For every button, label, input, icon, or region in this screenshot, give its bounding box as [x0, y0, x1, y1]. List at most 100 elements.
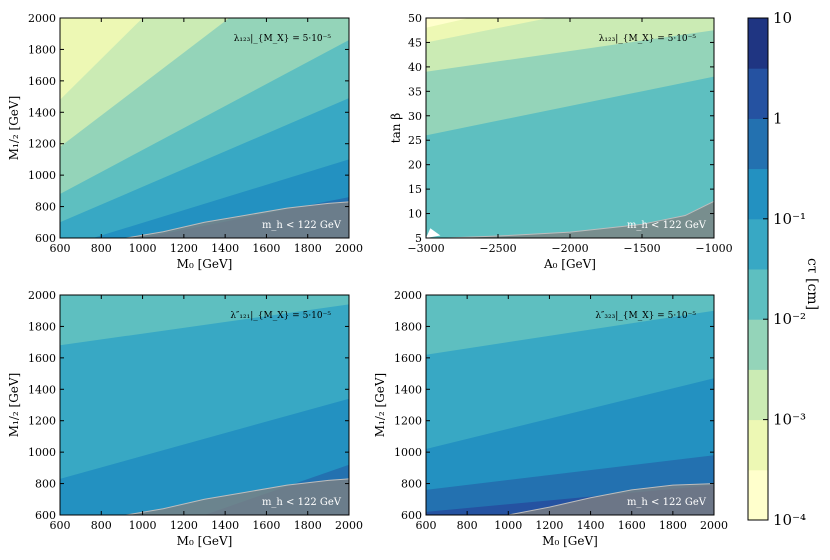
colorbar-segment-1: [748, 419, 768, 471]
y-tick-label: 1400: [28, 383, 56, 396]
colorbar-label: cτ [cm]: [804, 258, 820, 310]
x-tick-label: 800: [91, 242, 112, 255]
colorbar-tick-label: 10: [773, 9, 792, 27]
x-tick-label: 1600: [252, 242, 280, 255]
x-tick-label: 1800: [659, 519, 687, 532]
panel-lambda121pp_M0_M12: 600 800 1000 1200 1400 1600 1800 2000 600 800 1000…: [7, 289, 363, 548]
y-tick-label: 2000: [394, 289, 422, 302]
x-tick-label: 1400: [211, 242, 239, 255]
x-tick-label: −2000: [551, 242, 588, 255]
colorbar-segment-5: [748, 218, 768, 270]
y-tick-label: 35: [408, 85, 422, 98]
coupling-annotation: λ₁₂₃|_{M_X} = 5·10⁻⁵: [234, 34, 332, 44]
y-axis-label: M₁/₂ [GeV]: [7, 373, 21, 437]
y-tick-label: 800: [35, 478, 56, 491]
x-tick-label: −1500: [623, 242, 660, 255]
coupling-annotation: λ″₃₂₃|_{M_X} = 5·10⁻⁵: [595, 311, 696, 321]
excluded-boundary: [446, 200, 715, 239]
x-tick-label: 600: [50, 519, 71, 532]
y-tick-label: 600: [35, 509, 56, 522]
x-axis-label: M₀ [GeV]: [177, 257, 233, 271]
x-tick-label: 1200: [170, 519, 198, 532]
x-tick-label: 1200: [170, 242, 198, 255]
x-tick-label: −3000: [407, 242, 444, 255]
y-tick-label: 50: [408, 12, 422, 25]
y-tick-label: 800: [35, 201, 56, 214]
x-axis-label: M₀ [GeV]: [177, 534, 233, 548]
y-tick-label: 10: [408, 208, 422, 221]
colorbar-tick-label: 10⁻²: [773, 310, 806, 328]
coupling-annotation: λ″₁₂₁|_{M_X} = 5·10⁻⁵: [230, 311, 331, 321]
colorbar-tick-label: 10⁻¹: [773, 210, 806, 228]
x-tick-label: 1800: [294, 242, 322, 255]
excluded-boundary: [508, 483, 715, 516]
y-tick-label: 1800: [28, 320, 56, 333]
panel-lambda123_A0_tanb: −3000 −2500 −2000 −1500 −1000 5 10 15 20 25 30 35 40…: [389, 12, 733, 271]
y-tick-label: 1800: [28, 43, 56, 56]
x-tick-label: 1600: [618, 519, 646, 532]
y-axis-label: M₁/₂ [GeV]: [7, 96, 21, 160]
colorbar-blocks: [748, 18, 768, 521]
colorbar-ticks: 10⁻⁴ 10⁻³ 10⁻² 10⁻¹ 1 10: [763, 9, 806, 529]
x-tick-label: −2500: [479, 242, 516, 255]
y-tick-label: 15: [408, 183, 422, 196]
x-tick-label: 1200: [535, 519, 563, 532]
colorbar-segment-4: [748, 269, 768, 320]
excluded-region-label: m_h < 122 GeV: [627, 497, 707, 508]
x-tick-label: 1400: [211, 519, 239, 532]
excluded-region-label: m_h < 122 GeV: [262, 220, 342, 231]
x-tick-label: 2000: [335, 519, 363, 532]
plot-frame: [425, 294, 715, 516]
y-tick-label: 1600: [394, 352, 422, 365]
colorbar-frame: [747, 17, 769, 521]
x-tick-label: 1400: [577, 519, 605, 532]
y-tick-label: 1200: [394, 415, 422, 428]
plot-frame: [59, 294, 350, 516]
y-tick-label: 600: [401, 509, 422, 522]
y-tick-label: 800: [401, 478, 422, 491]
y-tick-label: 40: [408, 61, 422, 74]
y-tick-label: 1400: [394, 383, 422, 396]
y-axis-label: M₁/₂ [GeV]: [373, 373, 387, 437]
y-tick-label: 1000: [394, 446, 422, 459]
x-tick-label: 1800: [294, 519, 322, 532]
y-tick-label: 45: [408, 36, 422, 49]
y-tick-label: 20: [408, 159, 422, 172]
contour-band-level-6: [60, 398, 349, 515]
x-tick-label: 1600: [252, 519, 280, 532]
excluded-region: [508, 483, 714, 515]
x-tick-label: 1000: [129, 242, 157, 255]
x-axis-label: A₀ [GeV]: [543, 257, 596, 271]
colorbar: 10⁻⁴ 10⁻³ 10⁻² 10⁻¹ 1 10 cτ [cm]: [747, 9, 820, 529]
panel-lambda323pp_M0_M12: 600 800 1000 1200 1400 1600 1800 2000 600 800 1000…: [373, 289, 728, 548]
colorbar-segment-7: [748, 118, 768, 170]
x-tick-label: 800: [91, 519, 112, 532]
y-tick-label: 1000: [28, 446, 56, 459]
y-tick-label: 1000: [28, 169, 56, 182]
x-axis-label: M₀ [GeV]: [542, 534, 598, 548]
colorbar-tick-label: 10⁻⁴: [773, 511, 806, 529]
empty-region: [426, 228, 441, 238]
excluded-region-label: m_h < 122 GeV: [262, 497, 342, 508]
y-tick-label: 25: [408, 134, 422, 147]
y-tick-label: 1400: [28, 106, 56, 119]
colorbar-segment-8: [748, 68, 768, 119]
coupling-annotation: λ₁₂₃|_{M_X} = 5·10⁻⁵: [599, 34, 697, 44]
y-tick-label: 30: [408, 110, 422, 123]
colorbar-segment-0: [748, 469, 768, 521]
x-tick-label: 1000: [494, 519, 522, 532]
excluded-boundary: [125, 478, 350, 516]
colorbar-tick-label: 10⁻³: [773, 411, 806, 429]
x-tick-label: 1000: [129, 519, 157, 532]
excluded-region-label: m_h < 122 GeV: [627, 220, 707, 231]
y-tick-label: 600: [35, 232, 56, 245]
y-tick-label: 1600: [28, 75, 56, 88]
y-axis-label: tan β: [389, 113, 403, 144]
contour-panels: 600 800 1000 1200 1400 1600 1800 2000 600 800 1000…: [7, 12, 733, 548]
excluded-boundary: [125, 201, 350, 239]
y-tick-label: 1800: [394, 320, 422, 333]
y-tick-label: 2000: [28, 289, 56, 302]
excluded-region: [446, 201, 714, 238]
y-tick-label: 5: [415, 232, 422, 245]
